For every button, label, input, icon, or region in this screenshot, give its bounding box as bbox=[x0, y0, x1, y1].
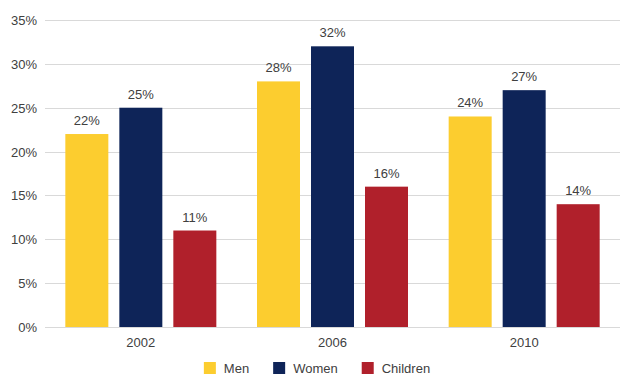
bar bbox=[557, 204, 600, 327]
bar bbox=[503, 90, 546, 327]
y-tick-label: 10% bbox=[11, 232, 37, 247]
data-label: 14% bbox=[565, 183, 591, 198]
x-tick-label: 2002 bbox=[126, 335, 155, 350]
legend: Men Women Children bbox=[204, 361, 430, 376]
bar bbox=[365, 187, 408, 327]
data-label: 32% bbox=[319, 25, 345, 40]
bar bbox=[257, 81, 300, 327]
chart: 0% 5% 10% 15% 20% 25% 30% 35% 22% 25% 11% 28% 32% 16%… bbox=[0, 0, 634, 390]
bar bbox=[173, 231, 216, 327]
bar bbox=[449, 116, 492, 327]
bar bbox=[65, 134, 108, 327]
legend-label: Men bbox=[224, 361, 249, 376]
data-label: 28% bbox=[265, 60, 291, 75]
y-tick-label: 35% bbox=[11, 13, 37, 28]
x-tick-label: 2010 bbox=[510, 335, 539, 350]
legend-label: Children bbox=[382, 361, 430, 376]
y-tick-label: 20% bbox=[11, 145, 37, 160]
data-label: 22% bbox=[74, 113, 100, 128]
legend-swatch bbox=[273, 362, 285, 374]
data-labels: 22% 25% 11% 28% 32% 16% 24% 27% 14% bbox=[74, 25, 592, 224]
legend-swatch bbox=[204, 362, 216, 374]
y-tick-label: 25% bbox=[11, 101, 37, 116]
x-tick-label: 2006 bbox=[318, 335, 347, 350]
y-tick-label: 5% bbox=[18, 276, 37, 291]
bar bbox=[119, 108, 162, 327]
legend-label: Women bbox=[293, 361, 338, 376]
data-label: 24% bbox=[457, 95, 483, 110]
y-tick-label: 30% bbox=[11, 57, 37, 72]
data-label: 16% bbox=[373, 166, 399, 181]
grid-line bbox=[45, 327, 620, 328]
y-tick-label: 15% bbox=[11, 188, 37, 203]
bars bbox=[65, 46, 599, 327]
y-tick-label: 0% bbox=[18, 320, 37, 335]
data-label: 27% bbox=[511, 69, 537, 84]
data-label: 25% bbox=[128, 87, 154, 102]
bar bbox=[311, 46, 354, 327]
legend-swatch bbox=[362, 362, 374, 374]
data-label: 11% bbox=[182, 210, 207, 225]
grid-line bbox=[45, 20, 620, 21]
